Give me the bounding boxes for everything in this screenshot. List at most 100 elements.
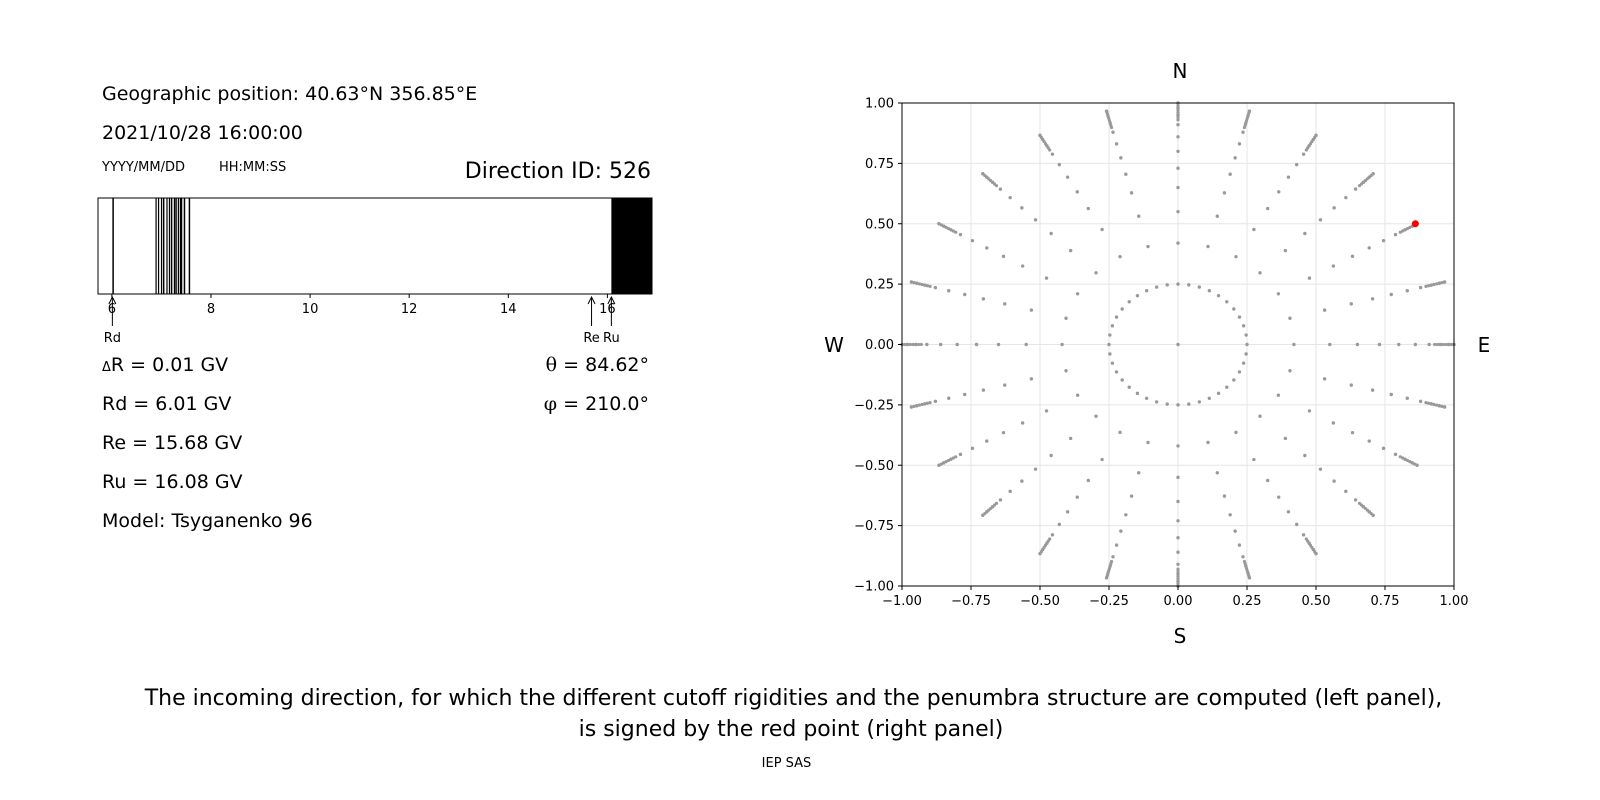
direction-point [928, 284, 932, 288]
direction-point [1427, 342, 1431, 347]
x-tick-label: 8 [207, 302, 215, 317]
direction-point [1075, 190, 1079, 194]
direction-point [1176, 574, 1180, 578]
direction-point [1344, 195, 1348, 200]
allowed-band [160, 198, 163, 294]
direction-point [1301, 152, 1306, 156]
direction-point [963, 392, 967, 397]
direction-point [985, 246, 989, 250]
direction-point [1429, 283, 1433, 287]
direction-point [1050, 152, 1055, 156]
direction-point [1001, 430, 1006, 435]
direction-point [1418, 399, 1423, 404]
direction-point [1119, 156, 1123, 160]
direction-point [1124, 172, 1128, 176]
direction-point [1432, 282, 1436, 287]
direction-point [1001, 254, 1006, 259]
model-label: Model: Tsyganenko 96 [102, 510, 313, 532]
direction-point [1307, 409, 1312, 413]
direction-point [1349, 383, 1353, 387]
direction-point [1283, 248, 1288, 253]
direction-point [1355, 342, 1360, 347]
direction-point [1107, 342, 1111, 347]
direction-point [1111, 555, 1115, 559]
direction-point [1318, 218, 1323, 222]
direction-point [1176, 577, 1180, 581]
direction-point [1114, 142, 1119, 146]
direction-point [981, 513, 985, 517]
x-tick-label: −0.50 [1020, 594, 1060, 609]
direction-point [1003, 302, 1007, 306]
direction-point [985, 439, 989, 443]
direction-point [1176, 166, 1180, 170]
direction-point [1303, 231, 1307, 236]
x-tick-label: 12 [401, 302, 418, 317]
allowed-band [155, 198, 157, 294]
direction-point [1215, 214, 1219, 218]
direction-point [1176, 106, 1180, 110]
direction-point [1176, 536, 1180, 540]
direction-point [947, 396, 951, 400]
direction-point [1307, 276, 1312, 280]
direction-point [1237, 543, 1242, 547]
direction-point [909, 405, 914, 409]
direction-point [1233, 156, 1237, 160]
direction-point [1377, 342, 1382, 347]
direction-point [917, 282, 922, 286]
direction-point [1276, 292, 1281, 296]
direction-point [1266, 478, 1270, 483]
direction-point [1371, 513, 1375, 517]
direction-point [916, 342, 921, 347]
direction-point [917, 403, 922, 407]
direction-point [1049, 453, 1053, 458]
direction-point [1176, 581, 1180, 586]
direction-point [1349, 302, 1353, 306]
penumbra-frame [97, 197, 653, 295]
direction-point [1438, 342, 1442, 347]
direction-point [1120, 378, 1124, 382]
direction-point [981, 172, 985, 176]
direction-point [1108, 352, 1112, 356]
allowed-band [112, 198, 114, 294]
direction-point [1144, 396, 1149, 400]
allowed-band [611, 198, 652, 294]
direction-point [1331, 264, 1336, 268]
date-format-label: YYYY/MM/DD [102, 160, 185, 175]
selected-direction-point [1411, 220, 1419, 228]
direction-point [1065, 510, 1070, 514]
direction-point [925, 342, 929, 347]
direction-point [1353, 187, 1358, 191]
direction-point [928, 401, 932, 405]
direction-point [914, 342, 918, 347]
direction-point [1381, 238, 1386, 243]
direction-point [947, 289, 951, 293]
direction-point [1176, 113, 1180, 117]
direction-point [1165, 402, 1169, 406]
direction-point [1064, 369, 1068, 373]
direction-point [1234, 430, 1238, 435]
direction-point [1176, 185, 1180, 190]
direction-point [970, 446, 975, 451]
penumbra-bands [112, 198, 652, 294]
direction-point [1068, 436, 1073, 441]
direction-point [1237, 370, 1242, 374]
direction-point [1415, 463, 1419, 467]
direction-point [1176, 209, 1180, 214]
direction-point [1413, 342, 1418, 347]
direction-point [1176, 111, 1180, 115]
direction-point [1344, 489, 1348, 494]
direction-point [1020, 206, 1024, 210]
compass-east: E [1478, 333, 1491, 357]
direction-point [1397, 342, 1401, 347]
direction-point [1038, 133, 1042, 137]
direction-point [1318, 467, 1323, 471]
direction-point [1146, 440, 1150, 445]
direction-point [937, 463, 941, 467]
direction-point [1241, 361, 1246, 365]
direction-point [1020, 421, 1025, 425]
direction-point [1393, 232, 1398, 237]
direction-point [1110, 324, 1115, 328]
re-value: Re = 15.68 GV [102, 432, 243, 454]
direction-point [1176, 475, 1180, 480]
